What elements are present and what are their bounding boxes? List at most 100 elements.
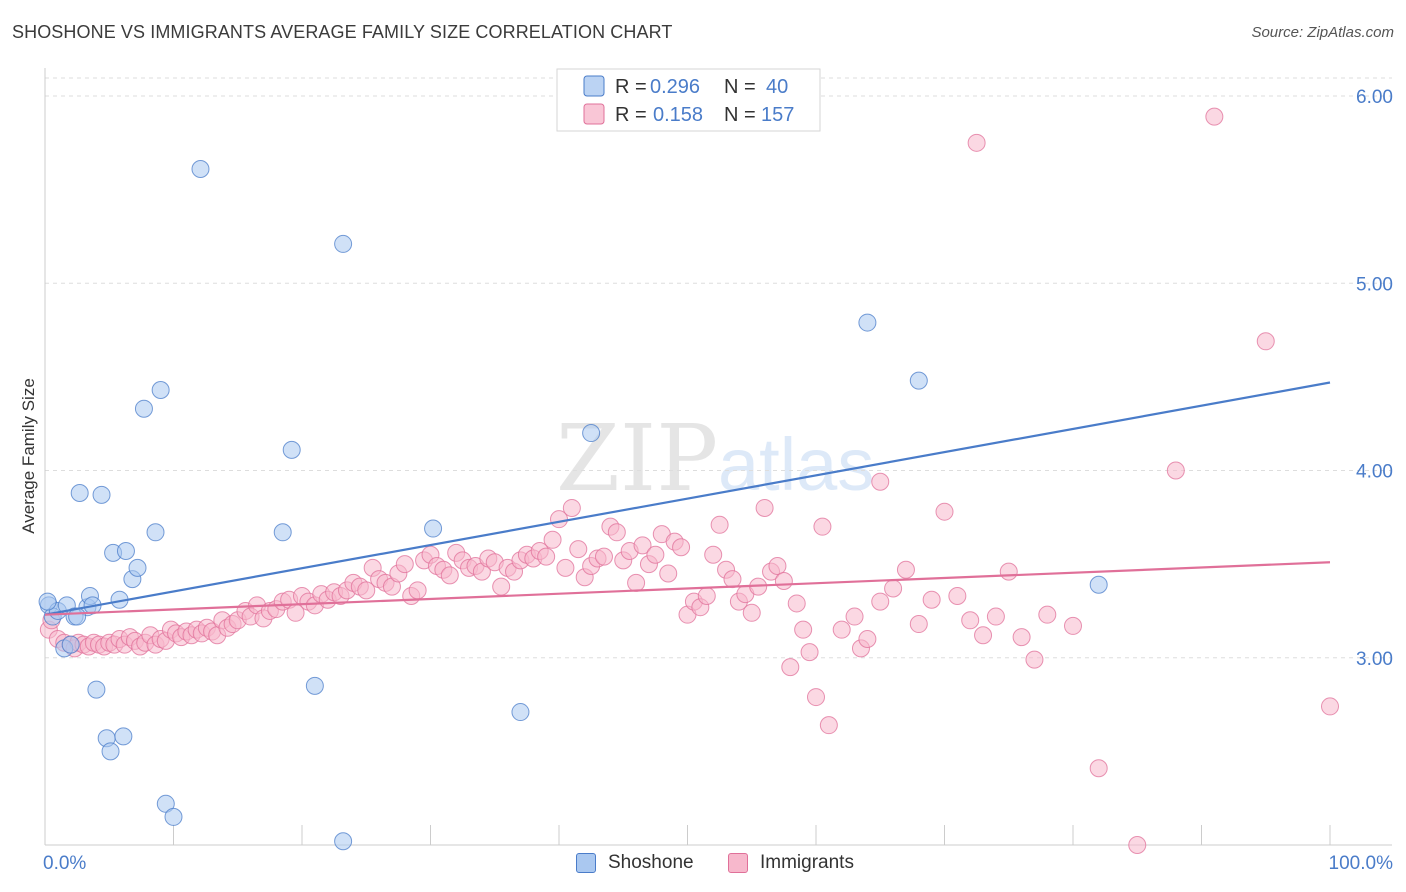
immigrants-point [896, 560, 915, 579]
shoshone-point [151, 380, 170, 399]
immigrants-point [537, 547, 556, 566]
immigrants-point [704, 545, 723, 564]
shoshone-n-value: 40 [766, 76, 788, 98]
immigrants-point [710, 515, 729, 534]
stats-legend: R = 0.296 N = 40 R = 0.158 N = 157 [556, 68, 821, 132]
source-label: Source: ZipAtlas.com [1251, 24, 1394, 41]
y-axis-label: Average Family Size [19, 378, 38, 534]
immigrants-point [357, 581, 376, 600]
shoshone-point [582, 424, 601, 443]
immigrants-stats-swatch [583, 103, 605, 125]
immigrants-point [819, 716, 838, 735]
shoshone-point [116, 542, 135, 561]
immigrants-point [1321, 697, 1339, 716]
immigrants-point [807, 688, 825, 707]
immigrants-point [845, 607, 864, 626]
immigrants-point [787, 594, 806, 613]
series-legend: Shoshone Immigrants [0, 852, 1406, 878]
immigrants-point [1128, 836, 1147, 854]
shoshone-point [858, 313, 877, 332]
shoshone-trend-line [44, 381, 1331, 616]
legend-swatch-immigrants [728, 853, 748, 873]
immigrants-r-value: 0.158 [653, 104, 703, 126]
immigrants-point [1205, 107, 1224, 126]
immigrants-point [935, 502, 954, 521]
immigrants-n-label: N = [724, 104, 756, 126]
immigrants-point [633, 536, 652, 555]
shoshone-point [164, 807, 183, 826]
shoshone-point [511, 703, 530, 722]
x-tick-label: 0.0% [43, 853, 86, 874]
shoshone-point [424, 519, 443, 538]
immigrants-n-value: 157 [761, 104, 794, 126]
shoshone-point [273, 523, 292, 542]
immigrants-point [742, 603, 761, 622]
immigrants-point [562, 498, 581, 517]
immigrants-point [594, 547, 613, 566]
immigrants-point [948, 586, 967, 605]
immigrants-r-label: R = [615, 104, 647, 126]
shoshone-point [92, 485, 111, 504]
immigrants-point [967, 133, 986, 152]
shoshone-r-value: 0.296 [650, 76, 700, 98]
immigrants-point [627, 573, 646, 592]
immigrants-point [1064, 616, 1082, 635]
immigrants-point [543, 530, 562, 549]
watermark: ZIP atlas [556, 405, 874, 512]
immigrants-point [832, 620, 851, 639]
immigrants-point [1166, 461, 1185, 480]
immigrants-point [569, 540, 588, 559]
immigrants-point [646, 545, 665, 564]
immigrants-point [858, 630, 877, 649]
trend-lines [44, 381, 1331, 616]
shoshone-point [282, 440, 301, 459]
immigrants-point [871, 592, 890, 611]
immigrants-point [755, 498, 774, 517]
immigrants-point [813, 517, 832, 536]
shoshone-point [1089, 575, 1108, 594]
shoshone-point [191, 160, 210, 179]
shoshone-n-label: N = [724, 76, 756, 98]
shoshone-point [70, 483, 89, 502]
immigrants-point [974, 626, 993, 645]
y-tick-label: 6.00 [1356, 87, 1393, 108]
axes [44, 68, 1392, 846]
shoshone-point [146, 523, 165, 542]
immigrants-point [1256, 332, 1275, 351]
immigrants-point [781, 658, 800, 677]
immigrants-point [395, 555, 414, 574]
shoshone-point [134, 399, 153, 418]
legend-swatch-shoshone [576, 853, 596, 873]
shoshone-r-label: R = [615, 76, 647, 98]
immigrants-point [922, 590, 941, 609]
shoshone-point [305, 676, 324, 695]
shoshone-point [909, 371, 928, 390]
shoshone-point [61, 635, 80, 654]
watermark-atlas: atlas [718, 423, 874, 506]
immigrants-point [909, 615, 928, 634]
y-tick-label: 5.00 [1356, 274, 1393, 295]
immigrants-point [408, 581, 427, 600]
immigrants-point [884, 579, 903, 598]
data-points [38, 107, 1339, 854]
immigrants-point [697, 586, 716, 605]
immigrants-trend-line [44, 561, 1331, 616]
immigrants-point [999, 562, 1018, 581]
immigrants-point [774, 571, 793, 590]
legend-label-shoshone: Shoshone [608, 852, 694, 873]
x-tick-label: 100.0% [1329, 853, 1394, 874]
immigrants-point [1012, 628, 1031, 647]
immigrants-point [556, 558, 575, 577]
immigrants-point [794, 620, 813, 639]
immigrants-point [1038, 605, 1057, 624]
immigrants-point [871, 472, 890, 491]
shoshone-point [128, 558, 147, 577]
immigrants-point [1089, 759, 1108, 778]
immigrants-point [672, 538, 691, 557]
chart-title: SHOSHONE VS IMMIGRANTS AVERAGE FAMILY SI… [12, 22, 673, 42]
shoshone-point [114, 727, 133, 746]
immigrants-point [659, 564, 678, 583]
tick-labels: 3.00 4.00 5.00 6.00 0.0% 100.0% [43, 87, 1393, 874]
shoshone-point [38, 592, 57, 611]
